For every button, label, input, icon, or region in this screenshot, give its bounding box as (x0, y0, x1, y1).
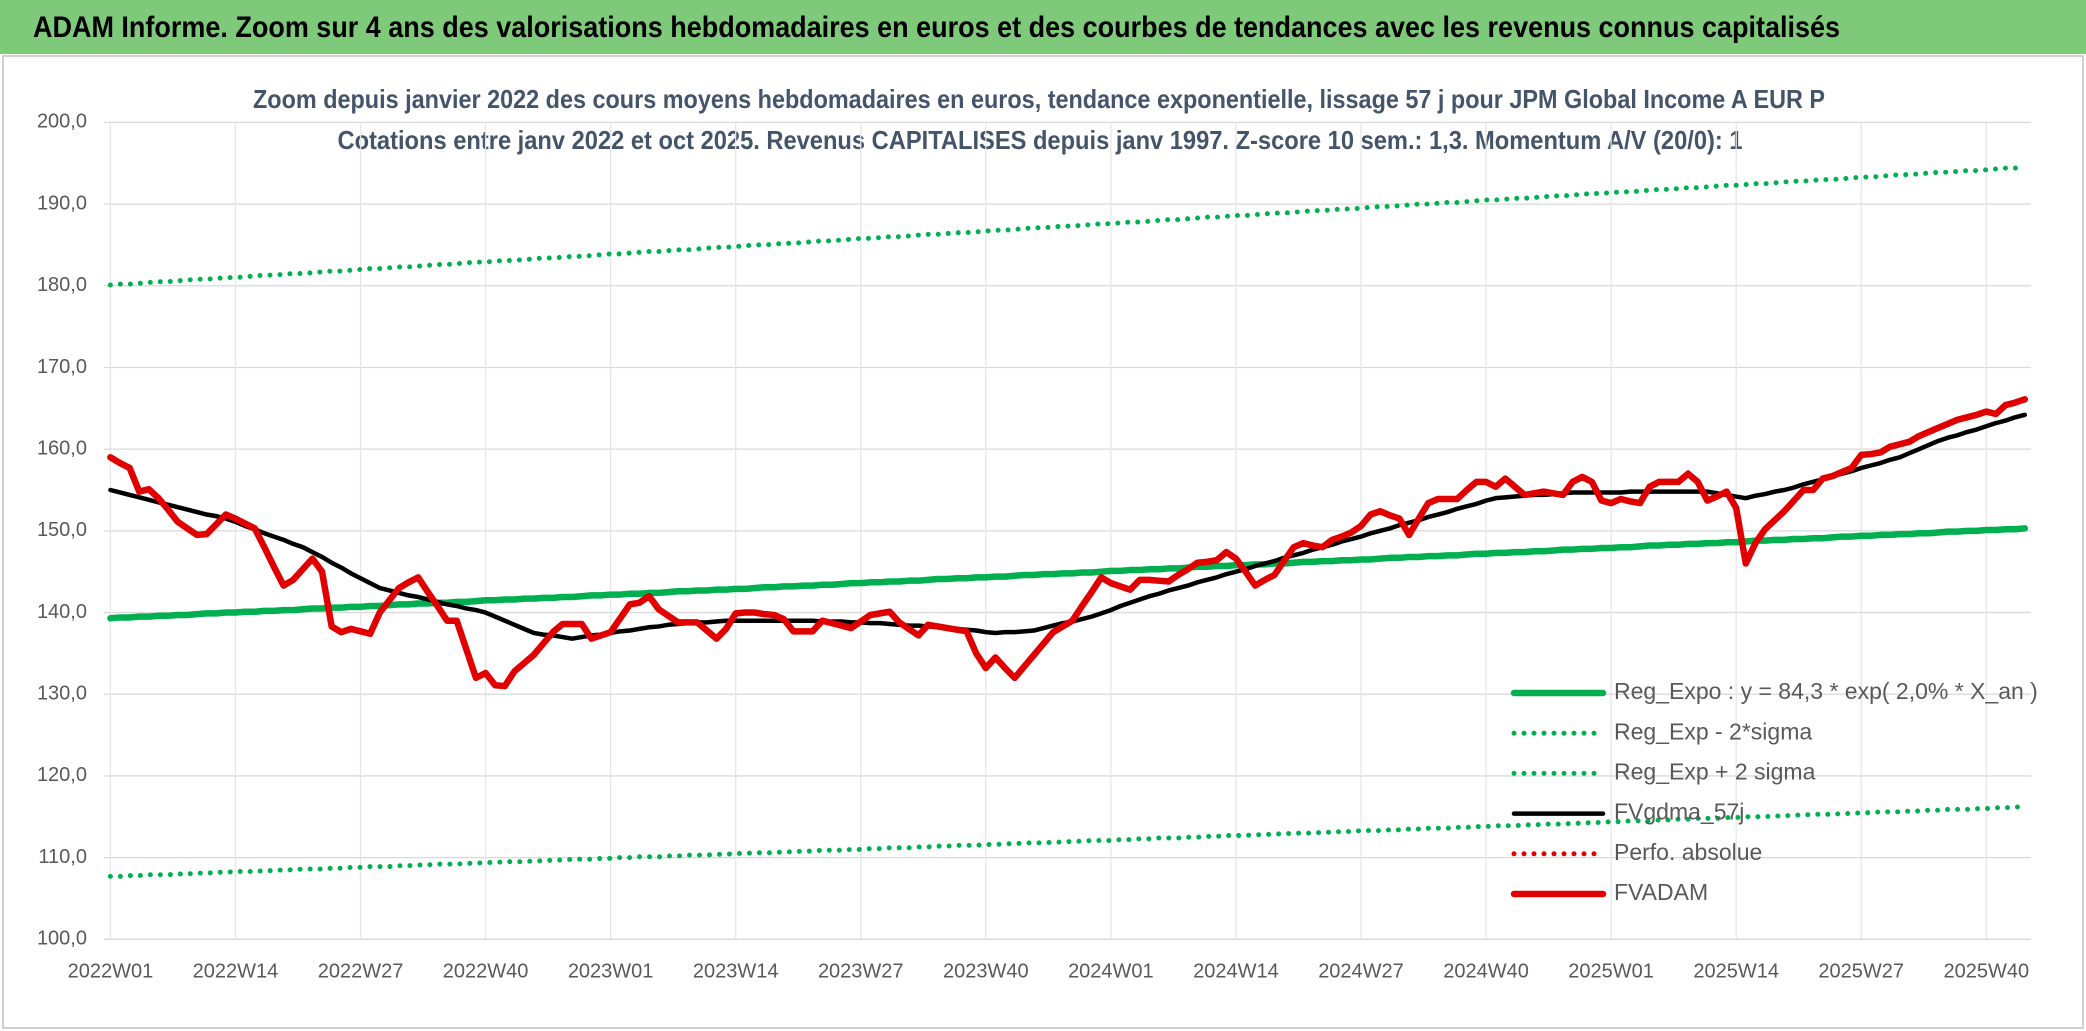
y-tick-label: 130,0 (37, 683, 87, 705)
legend-label: Perfo. absolue (1614, 839, 1762, 865)
legend-label: Reg_Expo : y = 84,3 * exp( 2,0% * X_an ) (1614, 678, 2038, 704)
y-tick-label: 200,0 (37, 111, 87, 133)
chart-frame (2, 55, 2084, 1029)
legend-label: Reg_Exp + 2 sigma (1614, 758, 1816, 784)
series-line (107, 164, 2028, 288)
y-tick-label: 110,0 (38, 846, 87, 868)
chart-title: Zoom depuis janvier 2022 des cours moyen… (253, 84, 1825, 114)
x-tick-label: 2023W01 (568, 960, 654, 982)
series-line (107, 804, 2028, 879)
x-tick-label: 2025W40 (1943, 960, 2029, 982)
x-tick-label: 2024W40 (1443, 960, 1529, 982)
y-tick-label: 190,0 (37, 192, 87, 214)
x-tick-label: 2024W27 (1318, 960, 1404, 982)
legend-label: FVgdma_57j (1614, 799, 1744, 825)
legend-label: Reg_Exp - 2*sigma (1614, 718, 1812, 744)
header-title: ADAM Informe. Zoom sur 4 ans des valoris… (33, 11, 1840, 44)
legend-label: FVADAM (1614, 879, 1708, 905)
x-tick-label: 2023W27 (818, 960, 904, 982)
y-tick-label: 140,0 (37, 601, 87, 623)
header-band (0, 0, 2086, 54)
series-line (107, 525, 2029, 622)
x-tick-label: 2022W14 (193, 960, 279, 982)
x-tick-label: 2024W14 (1193, 960, 1279, 982)
grid (104, 121, 2031, 940)
series-line (107, 396, 2029, 690)
y-tick-label: 120,0 (37, 764, 87, 786)
y-tick-label: 170,0 (37, 356, 87, 378)
x-tick-label: 2022W40 (443, 960, 529, 982)
y-tick-label: 100,0 (37, 928, 87, 950)
x-tick-label: 2025W27 (1818, 960, 1904, 982)
x-tick-label: 2022W01 (68, 960, 154, 982)
chart-subtitle: Cotations entre janv 2022 et oct 2025. R… (338, 125, 1743, 155)
y-tick-label: 150,0 (37, 519, 87, 541)
x-tick-label: 2023W14 (693, 960, 779, 982)
x-tick-label: 2025W01 (1568, 960, 1654, 982)
y-tick-label: 160,0 (37, 437, 87, 459)
y-tick-label: 180,0 (37, 274, 87, 296)
x-tick-label: 2022W27 (318, 960, 404, 982)
x-tick-label: 2023W40 (943, 960, 1029, 982)
x-tick-label: 2025W14 (1693, 960, 1779, 982)
x-tick-label: 2024W01 (1068, 960, 1154, 982)
